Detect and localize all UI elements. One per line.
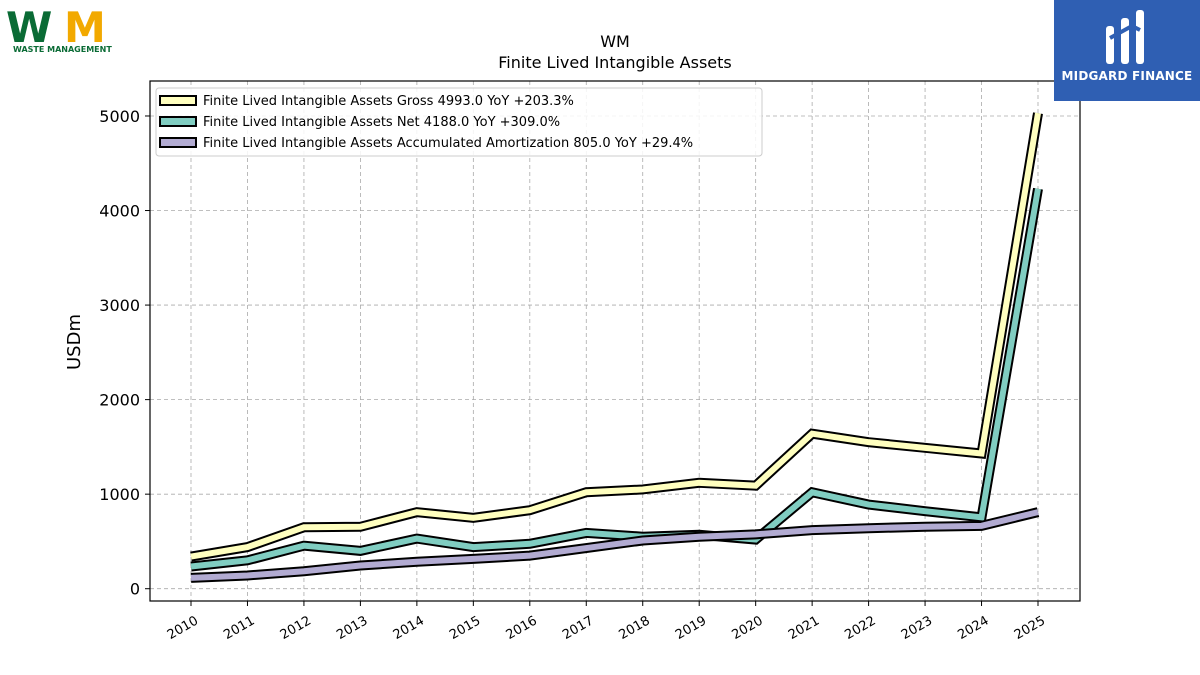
legend-label: Finite Lived Intangible Assets Accumulat… [203, 136, 693, 151]
series-line [190, 112, 1041, 560]
x-tick-label: 2022 [842, 613, 878, 643]
chart-title: WM [600, 32, 630, 51]
x-axis-ticks: 2010 2011 2012 2013 2014 2015 2016 2017 2018 2019… [165, 601, 1048, 643]
x-tick-label: 2011 [221, 613, 257, 643]
y-tick-label: 5000 [99, 107, 140, 126]
x-tick-label: 2013 [334, 613, 370, 643]
plot-area-frame [149, 80, 1081, 602]
wm-logo-letter-m: M [64, 6, 103, 52]
waste-management-logo: W M WASTE MANAGEMENT [6, 6, 112, 54]
x-tick-label: 2019 [673, 613, 709, 643]
x-tick-label: 2010 [165, 613, 201, 643]
series-lines [190, 112, 1043, 583]
x-tick-label: 2014 [391, 613, 427, 643]
x-tick-label: 2024 [955, 613, 991, 643]
series-line [190, 509, 1039, 581]
x-tick-label: 2012 [278, 613, 314, 643]
y-tick-label: 0 [130, 580, 140, 599]
midgard-mark-icon [1106, 10, 1144, 64]
x-tick-label: 2020 [730, 613, 766, 643]
x-tick-label: 2015 [447, 613, 483, 643]
y-tick-label: 3000 [99, 296, 140, 315]
x-tick-label: 2016 [504, 613, 540, 643]
y-tick-label: 4000 [99, 202, 140, 221]
x-tick-label: 2025 [1012, 613, 1048, 643]
legend-box [155, 87, 763, 157]
x-tick-label: 2017 [560, 613, 596, 643]
legend-swatch [159, 116, 197, 127]
y-axis-label: USDm [64, 314, 85, 370]
midgard-finance-logo: MIDGARD FINANCE [1054, 0, 1200, 101]
x-tick-label: 2021 [786, 613, 822, 643]
midgard-finance-caption: MIDGARD FINANCE [1061, 69, 1193, 83]
legend-label: Finite Lived Intangible Assets Gross 499… [203, 94, 574, 109]
legend-swatch [159, 95, 197, 106]
legend-label: Finite Lived Intangible Assets Net 4188.… [203, 115, 560, 130]
wm-logo-letter-w: W [6, 6, 52, 52]
grid-lines [150, 81, 1080, 601]
wm-logo-caption: WASTE MANAGEMENT [13, 45, 112, 54]
x-tick-label: 2018 [617, 613, 653, 643]
y-axis-ticks: 0 1000 2000 3000 4000 5000 [99, 107, 150, 599]
legend-swatch [159, 137, 197, 148]
x-tick-label: 2023 [899, 613, 935, 643]
chart-subtitle: Finite Lived Intangible Assets [498, 53, 731, 72]
legend: Finite Lived Intangible Assets Gross 499… [155, 87, 763, 157]
y-tick-label: 2000 [99, 391, 140, 410]
y-tick-label: 1000 [99, 485, 140, 504]
series-line [190, 188, 1041, 570]
